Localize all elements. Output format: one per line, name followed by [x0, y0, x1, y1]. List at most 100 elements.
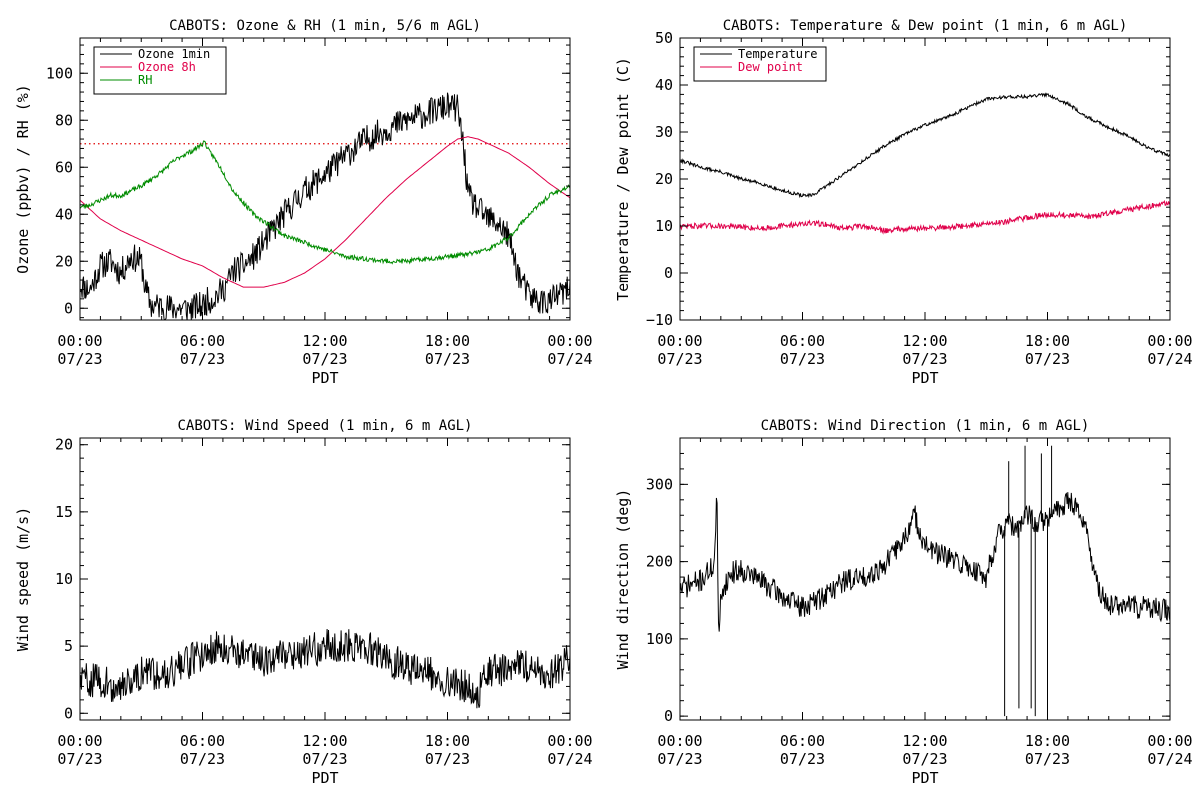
series-line-data: [80, 628, 570, 709]
series-group: [80, 92, 570, 320]
x-tick-label: 07/23: [302, 750, 347, 768]
legend-label: Dew point: [738, 60, 803, 74]
x-tick-label: 07/23: [180, 350, 225, 368]
y-tick-label: 30: [655, 123, 673, 141]
series-line-dew-point: [680, 199, 1170, 235]
x-tick-label: 00:00: [57, 332, 102, 350]
spike-group: [1004, 445, 1053, 717]
legend-label: Temperature: [738, 47, 817, 61]
y-tick-label: 10: [55, 570, 73, 588]
x-tick-label: 07/23: [657, 750, 702, 768]
x-tick-label: 00:00: [657, 732, 702, 750]
y-tick-label: 100: [46, 64, 73, 82]
y-tick-label: 5: [64, 637, 73, 655]
chart-temp: CABOTS: Temperature & Dew point (1 min, …: [614, 18, 1193, 387]
x-tick-label: 07/23: [425, 350, 470, 368]
y-tick-label: 20: [655, 170, 673, 188]
x-tick-label: 00:00: [547, 732, 592, 750]
x-tick-label: 07/23: [780, 750, 825, 768]
series-line-temperature: [680, 92, 1170, 199]
y-axis-label: Ozone (ppbv) / RH (%): [14, 84, 32, 274]
x-tick-label: 18:00: [1025, 732, 1070, 750]
x-tick-label: 07/23: [1025, 750, 1070, 768]
x-tick-label: 07/24: [1147, 750, 1192, 768]
legend-label: Ozone 8h: [138, 60, 196, 74]
series-line-rh: [80, 139, 570, 265]
chart-title: CABOTS: Temperature & Dew point (1 min, …: [723, 18, 1128, 34]
y-tick-label: 15: [55, 503, 73, 521]
x-tick-label: 12:00: [902, 332, 947, 350]
y-tick-label: 80: [55, 111, 73, 129]
series-line-ozone-1min: [80, 92, 570, 320]
x-tick-label: 07/23: [180, 750, 225, 768]
y-tick-label: 0: [64, 704, 73, 722]
x-tick-label: 18:00: [425, 332, 470, 350]
x-tick-label: 00:00: [547, 332, 592, 350]
y-tick-label: 20: [55, 252, 73, 270]
chart-ws: CABOTS: Wind Speed (1 min, 6 m AGL) 00:00…: [14, 418, 593, 787]
x-tick-label: 06:00: [180, 732, 225, 750]
y-axis-label: Temperature / Dew point (C): [614, 57, 632, 301]
series-group: [680, 92, 1170, 235]
y-tick-label: 40: [55, 205, 73, 223]
x-tick-label: 12:00: [902, 732, 947, 750]
x-axis-label: PDT: [911, 769, 938, 787]
y-tick-label: 0: [64, 299, 73, 317]
y-tick-label: 40: [655, 76, 673, 94]
x-tick-label: 00:00: [657, 332, 702, 350]
x-tick-label: 12:00: [302, 732, 347, 750]
y-axis-label: Wind speed (m/s): [14, 507, 32, 652]
series-group: [80, 628, 570, 709]
x-tick-label: 06:00: [180, 332, 225, 350]
x-tick-label: 07/23: [902, 750, 947, 768]
x-axis-label: PDT: [911, 369, 938, 387]
x-tick-label: 18:00: [1025, 332, 1070, 350]
x-tick-label: 07/24: [1147, 350, 1192, 368]
series-line-data: [680, 492, 1170, 632]
x-tick-label: 06:00: [780, 732, 825, 750]
x-tick-label: 12:00: [302, 332, 347, 350]
y-tick-label: 50: [655, 29, 673, 47]
x-tick-label: 00:00: [1147, 332, 1192, 350]
x-tick-label: 18:00: [425, 732, 470, 750]
chart-title: CABOTS: Wind Direction (1 min, 6 m AGL): [761, 418, 1090, 434]
x-tick-label: 07/23: [780, 350, 825, 368]
y-axis-label: Wind direction (deg): [614, 489, 632, 670]
y-tick-label: 0: [664, 707, 673, 725]
x-tick-label: 00:00: [1147, 732, 1192, 750]
x-axis-label: PDT: [311, 769, 338, 787]
series-group: [680, 445, 1170, 717]
x-tick-label: 07/23: [57, 350, 102, 368]
x-tick-label: 07/24: [547, 350, 592, 368]
chart-wd: CABOTS: Wind Direction (1 min, 6 m AGL) 0…: [614, 418, 1193, 787]
y-tick-label: 0: [664, 264, 673, 282]
x-tick-label: 07/24: [547, 750, 592, 768]
y-tick-label: 100: [646, 630, 673, 648]
x-tick-label: 06:00: [780, 332, 825, 350]
y-tick-label: 60: [55, 158, 73, 176]
x-tick-label: 07/23: [657, 350, 702, 368]
x-tick-label: 07/23: [1025, 350, 1070, 368]
y-tick-label: 200: [646, 553, 673, 571]
series-line-ozone-8h: [80, 136, 570, 288]
legend-label: RH: [138, 73, 152, 87]
legend-box: [93, 46, 227, 95]
x-tick-label: 07/23: [302, 350, 347, 368]
legend-box: [693, 46, 827, 82]
x-tick-label: 07/23: [902, 350, 947, 368]
legend-label: Ozone 1min: [138, 47, 210, 61]
x-tick-label: 00:00: [57, 732, 102, 750]
y-tick-label: 10: [655, 217, 673, 235]
chart-title: CABOTS: Wind Speed (1 min, 6 m AGL): [177, 418, 472, 434]
y-tick-label: 20: [55, 436, 73, 454]
x-tick-label: 07/23: [425, 750, 470, 768]
y-tick-label: −10: [646, 311, 673, 329]
x-tick-label: 07/23: [57, 750, 102, 768]
chart-title: CABOTS: Ozone & RH (1 min, 5/6 m AGL): [169, 18, 481, 34]
chart-ozone: CABOTS: Ozone & RH (1 min, 5/6 m AGL) 00:…: [14, 18, 593, 387]
y-tick-label: 300: [646, 475, 673, 493]
x-axis-label: PDT: [311, 369, 338, 387]
